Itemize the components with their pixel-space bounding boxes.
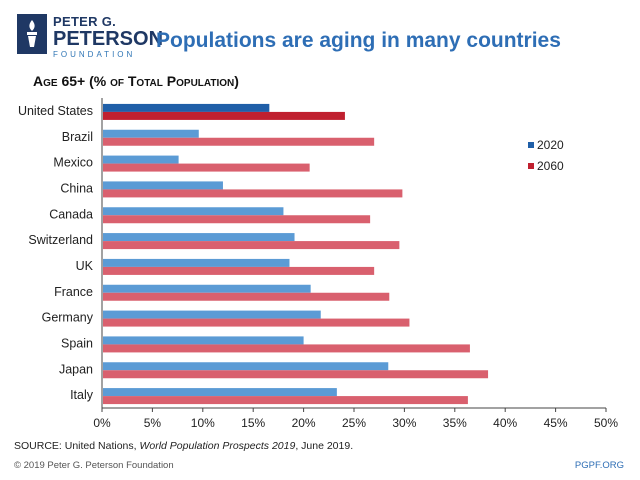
x-tick-label: 5% xyxy=(144,416,162,430)
bar-2020 xyxy=(103,362,389,371)
legend-swatch-2060 xyxy=(528,163,534,169)
bar-2060 xyxy=(103,111,345,120)
category-label: France xyxy=(54,285,93,299)
bar-2020 xyxy=(103,258,290,267)
legend-label: 2020 xyxy=(537,138,564,152)
bar-2020 xyxy=(103,103,270,112)
bar-2020 xyxy=(103,233,295,242)
bar-2060 xyxy=(103,137,375,146)
bar-2020 xyxy=(103,155,179,164)
copyright-text: © 2019 Peter G. Peterson Foundation xyxy=(14,460,174,471)
bar-2020 xyxy=(103,388,337,397)
category-label: United States xyxy=(18,104,93,118)
bar-2060 xyxy=(103,370,489,379)
x-tick-label: 45% xyxy=(544,416,568,430)
bar-2060 xyxy=(103,396,468,405)
x-tick-label: 25% xyxy=(342,416,366,430)
category-label: Italy xyxy=(70,388,94,402)
category-label: Germany xyxy=(42,311,94,325)
x-tick-label: 40% xyxy=(493,416,517,430)
legend-swatch-2020 xyxy=(528,142,534,148)
bar-2020 xyxy=(103,129,199,138)
bar-2020 xyxy=(103,207,284,216)
x-tick-label: 15% xyxy=(241,416,265,430)
site-link[interactable]: PGPF.ORG xyxy=(574,460,624,471)
x-tick-label: 50% xyxy=(594,416,618,430)
category-label: Spain xyxy=(61,336,93,350)
bar-chart: 0% 5% 10% 15% 20% 25% 30% 35% 40% 45% 50% United St… xyxy=(18,98,618,430)
x-tick-label: 10% xyxy=(191,416,215,430)
bar-2060 xyxy=(103,215,371,224)
source-suffix: , June 2019. xyxy=(295,440,354,452)
chart-subtitle: Age 65+ (% of Total Population) xyxy=(33,73,239,89)
source-prefix: SOURCE: United Nations, xyxy=(14,440,140,452)
category-label: Brazil xyxy=(62,130,93,144)
category-label: UK xyxy=(76,259,94,273)
category-label: Mexico xyxy=(53,156,93,170)
category-label: Switzerland xyxy=(28,233,93,247)
bar-2060 xyxy=(103,318,410,327)
bar-2020 xyxy=(103,284,311,293)
bar-2060 xyxy=(103,344,470,353)
logo-line-1: PETER G. xyxy=(53,14,117,29)
x-tick-label: 30% xyxy=(392,416,416,430)
pgpf-logo: PETER G. PETERSON FOUNDATION xyxy=(17,14,163,62)
source-note: SOURCE: United Nations, World Population… xyxy=(14,440,353,452)
torch-icon xyxy=(17,14,47,54)
bar-2060 xyxy=(103,189,403,198)
bar-2060 xyxy=(103,266,375,275)
x-tick-label: 35% xyxy=(443,416,467,430)
source-publication: World Population Prospects 2019 xyxy=(139,440,296,452)
x-tick-label: 0% xyxy=(93,416,111,430)
bar-2060 xyxy=(103,292,390,301)
bar-2020 xyxy=(103,336,304,345)
category-label: Japan xyxy=(59,362,93,376)
logo-line-3: FOUNDATION xyxy=(53,50,136,59)
logo-line-2: PETERSON xyxy=(53,28,164,50)
chart-title: Populations are aging in many countries xyxy=(156,29,561,52)
bar-2060 xyxy=(103,241,400,250)
bar-2060 xyxy=(103,163,310,172)
legend-label: 2060 xyxy=(537,159,564,173)
x-tick-label: 20% xyxy=(292,416,316,430)
category-label: Canada xyxy=(49,207,93,221)
category-label: China xyxy=(60,181,93,195)
bar-2020 xyxy=(103,181,223,190)
bar-2020 xyxy=(103,310,321,319)
